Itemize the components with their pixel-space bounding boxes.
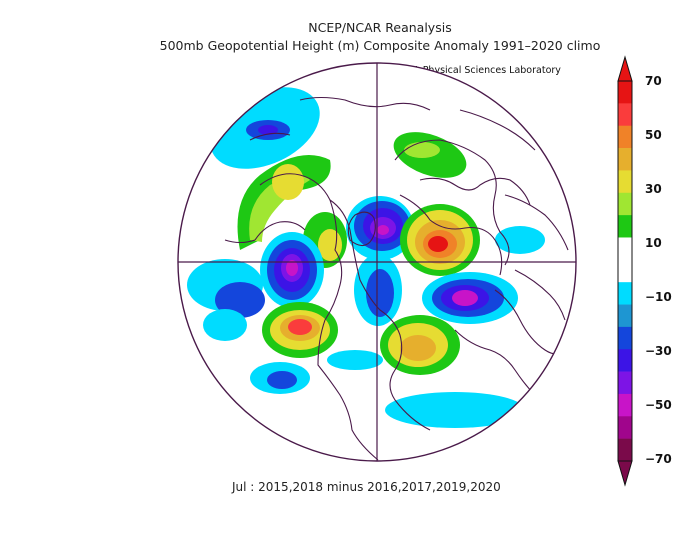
colorbar-swatch: [618, 259, 632, 283]
colorbar-swatch: [618, 103, 632, 127]
colorbar-swatch: [618, 215, 632, 238]
colorbar-label-neg10: −10: [645, 290, 672, 304]
colorbar-swatch: [618, 416, 632, 439]
colorbar-swatch: [618, 438, 632, 462]
colorbar-label-50: 50: [645, 128, 662, 142]
anomaly-northern-europe: [393, 132, 467, 178]
colorbar-swatch: [618, 192, 632, 216]
colorbar-swatch: [618, 304, 632, 328]
colorbar-swatch: [618, 326, 632, 350]
colorbar-swatch: [618, 282, 632, 305]
anomaly-siberia: [400, 204, 480, 276]
graticule: [178, 63, 576, 461]
map-boundary: [177, 62, 577, 462]
anomaly-southern: [203, 226, 545, 428]
color-scale-bar: [617, 55, 633, 487]
colorbar-outline: [617, 80, 633, 462]
colorbar-swatch: [618, 148, 632, 171]
colorbar-label-70: 70: [645, 74, 662, 88]
colorbar-label-neg50: −50: [645, 398, 672, 412]
chart-subtitle: 500mb Geopotential Height (m) Composite …: [159, 38, 601, 53]
anomaly-eastern-canada: [380, 315, 460, 375]
colorbar-label-neg70: −70: [645, 452, 672, 466]
colorbar-label-neg30: −30: [645, 344, 672, 358]
colorbar-label-30: 30: [645, 182, 662, 196]
colorbar-label-10: 10: [645, 236, 662, 250]
colorbar-swatch: [618, 81, 632, 104]
credit-label: NOAA Physical Sciences Laboratory: [392, 65, 561, 76]
colorbar-swatch: [618, 349, 632, 372]
anomaly-gulf-of-alaska: [187, 232, 324, 318]
chart-title: NCEP/NCAR Reanalysis: [308, 20, 452, 35]
anomaly-western-us: [262, 302, 338, 358]
colorbar-swatch: [618, 125, 632, 149]
colorbar-min-arrow: [617, 460, 633, 487]
anomaly-western-russia: [422, 272, 518, 324]
anomaly-layer: [178, 63, 576, 461]
anomaly-west-coast-positive: [237, 155, 347, 268]
colorbar-max-arrow: [617, 55, 633, 82]
colorbar-swatch: [618, 371, 632, 395]
colorbar-swatch: [618, 393, 632, 417]
composite-caption: Jul : 2015,2018 minus 2016,2017,2019,202…: [232, 480, 501, 494]
colorbar-swatch: [618, 237, 632, 261]
colorbar-swatch: [618, 170, 632, 194]
